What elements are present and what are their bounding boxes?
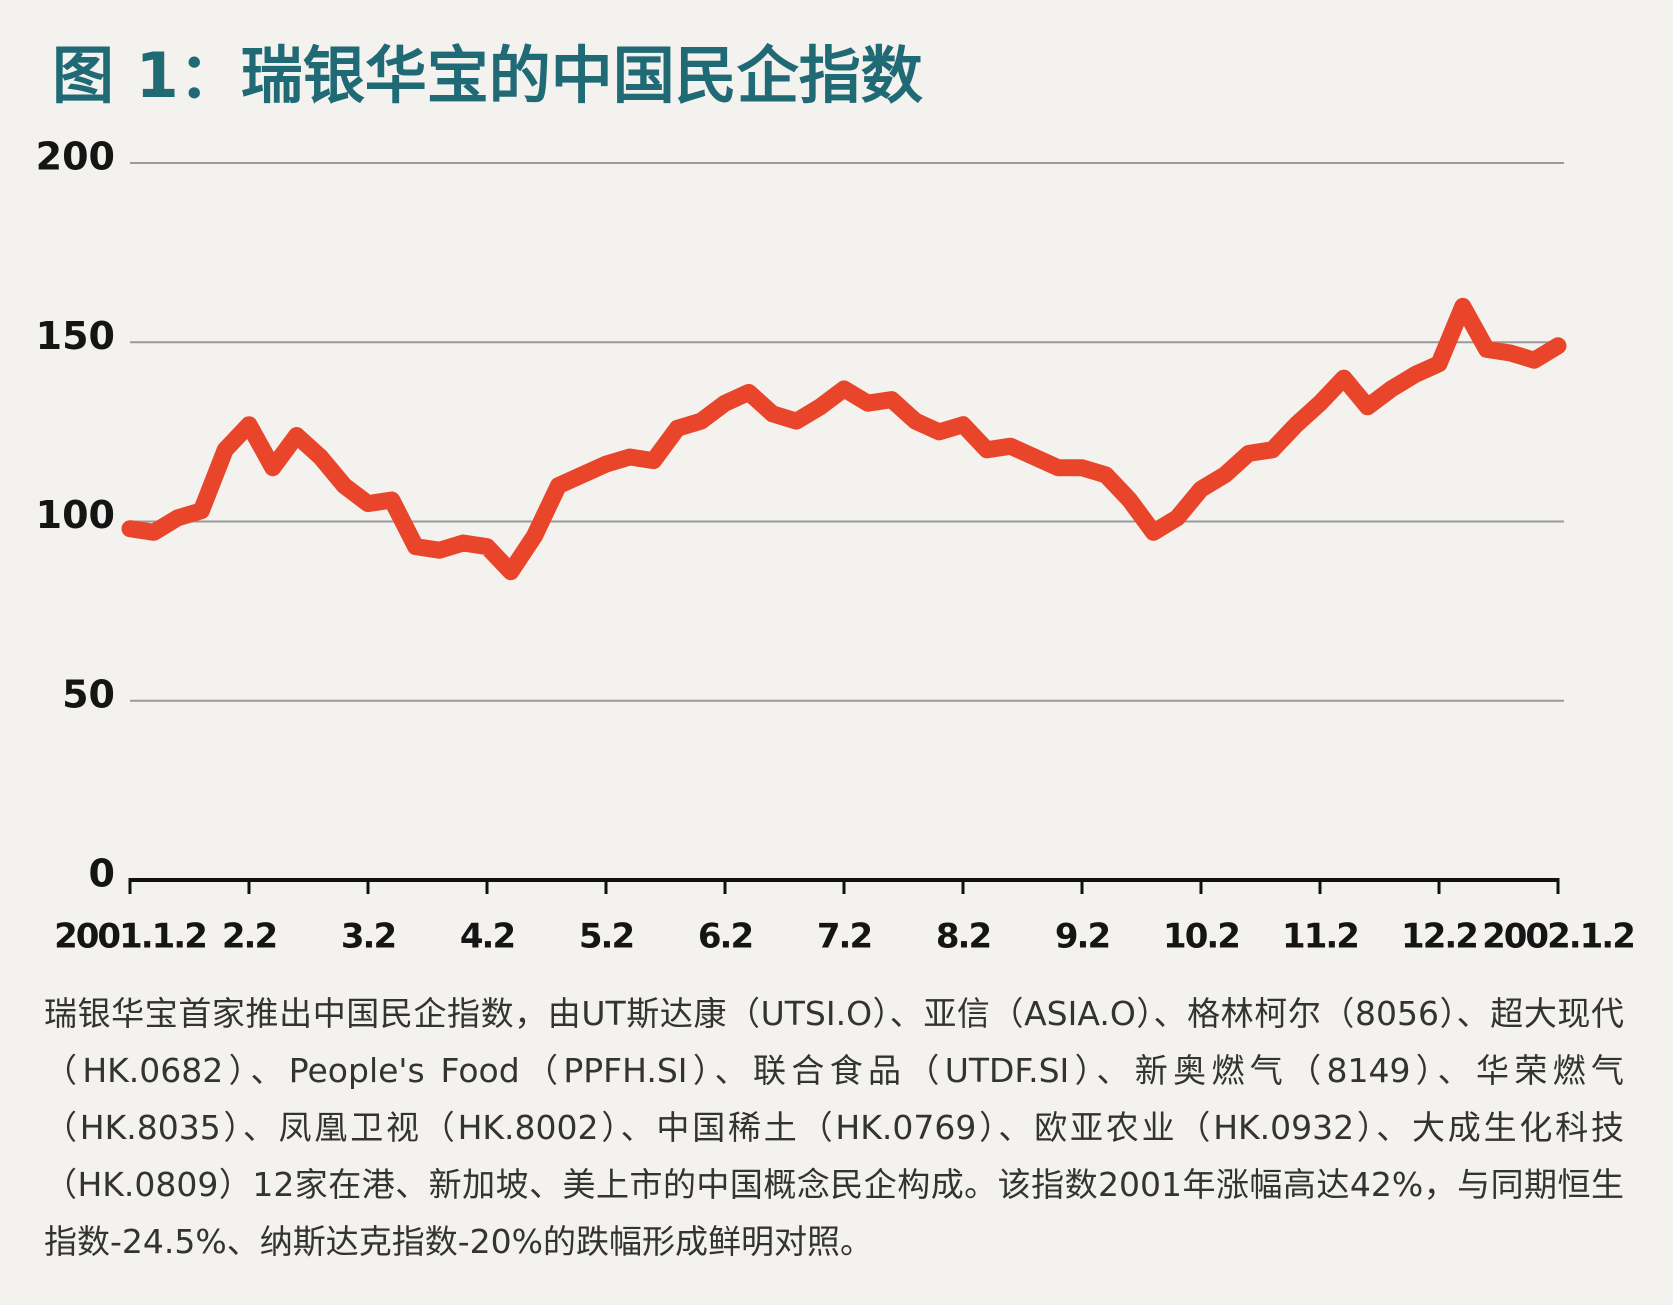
- x-tick-label: 12.2: [1401, 917, 1477, 957]
- x-tick-label: 11.2: [1282, 917, 1358, 957]
- chart: 图 1：瑞银华宝的中国民企指数 0 50 100 150 200 2001.1.2 2.2 3…: [36, 39, 1636, 957]
- x-tick-label: 2.2: [222, 917, 276, 957]
- x-tick-label: 4.2: [460, 917, 514, 957]
- series-line: [121, 297, 1567, 581]
- x-tick-label: 6.2: [698, 917, 752, 957]
- x-tick-label: 2002.1.2: [1482, 917, 1634, 957]
- x-tick-label: 9.2: [1055, 917, 1109, 957]
- x-tick-label: 7.2: [817, 917, 871, 957]
- x-tick-label: 5.2: [579, 917, 633, 957]
- x-tick-label: 8.2: [936, 917, 990, 957]
- y-tick-label: 50: [62, 672, 115, 716]
- x-tick-label: 2001.1.2: [54, 917, 206, 957]
- chart-title: 图 1：瑞银华宝的中国民企指数: [52, 39, 923, 112]
- y-tick-label: 0: [89, 852, 115, 896]
- caption: 瑞银华宝首家推出中国民企指数，由UT斯达康（UTSI.O）、亚信（ASIA.O）…: [44, 994, 1624, 1261]
- x-tick-label: 3.2: [341, 917, 395, 957]
- y-tick-label: 100: [36, 493, 115, 537]
- y-tick-label: 200: [36, 135, 115, 179]
- x-tick-label: 10.2: [1163, 917, 1239, 957]
- y-tick-label: 150: [36, 314, 115, 358]
